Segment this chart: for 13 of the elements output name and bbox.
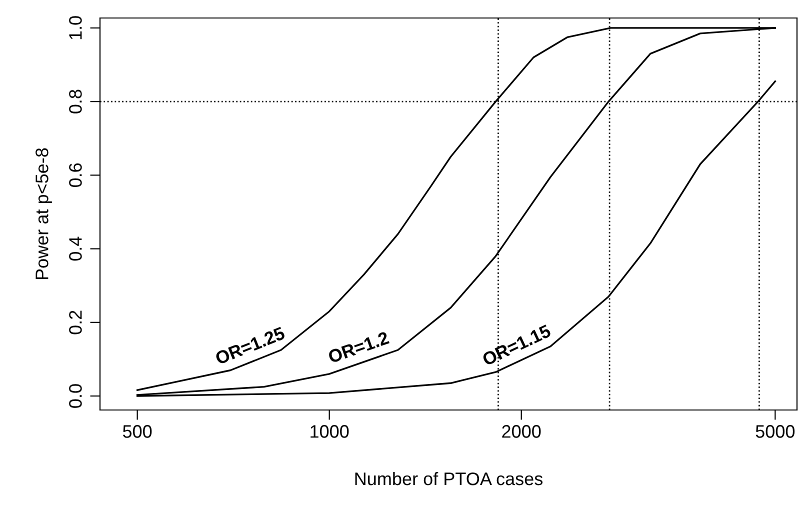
text: OR=1.2 [327, 331, 390, 364]
x-tick-label: 500 [122, 425, 152, 438]
x-tick-label: 2000 [502, 425, 541, 438]
x-tick-label: 1000 [310, 425, 349, 438]
x-tick-label: 5000 [756, 425, 795, 438]
y-tick-label: 1.0 [69, 16, 82, 40]
x-axis-title: Number of PTOA cases [355, 472, 543, 486]
y-tick-label: 0.6 [69, 163, 82, 188]
y-axis-title: Power at p<5e-8 [36, 148, 52, 280]
y-tick-label: 0.0 [69, 384, 82, 408]
y-tick-label: 0.4 [69, 236, 82, 261]
y-tick-label: 0.2 [69, 310, 82, 334]
y-tick-label: 0.8 [69, 90, 82, 114]
